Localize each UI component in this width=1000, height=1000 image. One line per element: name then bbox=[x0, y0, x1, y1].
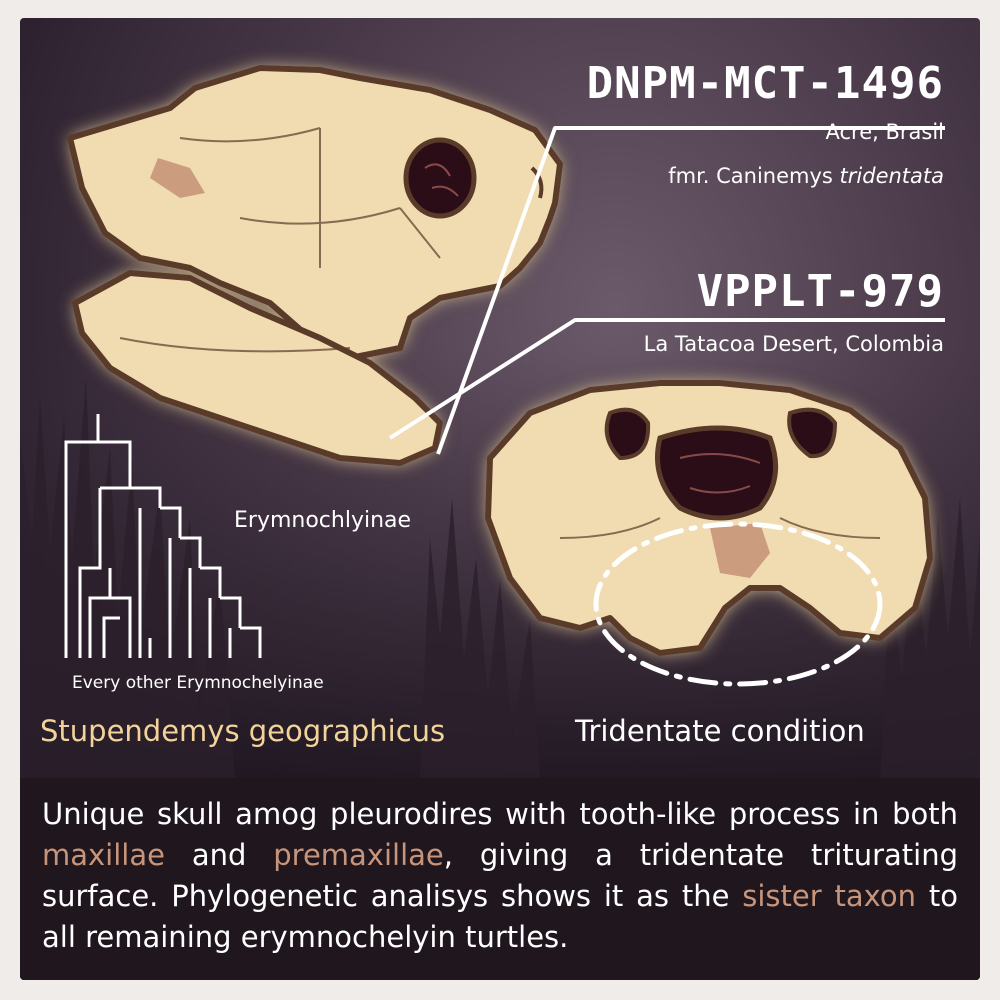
leader-line-first bbox=[436, 126, 945, 455]
species-label: Stupendemys geographicus bbox=[40, 714, 446, 748]
leader-line-second bbox=[388, 318, 945, 440]
caption-text: Unique skull amog pleurodires with tooth… bbox=[42, 794, 958, 958]
skull-illustration bbox=[20, 65, 980, 778]
condition-label: Tridentate condition bbox=[575, 714, 865, 748]
caption-panel: Unique skull amog pleurodires with tooth… bbox=[20, 778, 980, 980]
tridentate-marker-ellipse bbox=[593, 521, 883, 687]
caption-part-2: and bbox=[164, 838, 274, 872]
specimen-id-second: VPPLT-979 bbox=[696, 266, 944, 317]
specimen-location-second: La Tatacoa Desert, Colombia bbox=[643, 332, 944, 356]
skull-lateral bbox=[67, 65, 563, 466]
specimen-id-first: DNPM-MCT-1496 bbox=[586, 58, 944, 109]
caption-highlight-premaxillae: premaxillae bbox=[273, 838, 444, 872]
caption-part-3: , giving a tridentate triturating surfac… bbox=[42, 838, 958, 913]
cladogram bbox=[64, 414, 262, 658]
skull-ventral bbox=[485, 380, 933, 656]
caption-part-1: Unique skull amog pleurodires with tooth… bbox=[42, 797, 958, 831]
former-name-prefix: fmr. Caninemys bbox=[668, 164, 840, 188]
caption-highlight-sister-taxon: sister taxon bbox=[742, 879, 917, 913]
caption-part-4: to all remaining erymnochelyin turtles. bbox=[42, 879, 958, 954]
caption-highlight-maxillae: maxillae bbox=[42, 838, 165, 872]
specimen-location-first: Acre, Brasil bbox=[825, 120, 944, 144]
others-label: Every other Erymnochelyinae bbox=[72, 673, 324, 693]
former-name-italic: tridentata bbox=[839, 164, 944, 188]
illustration-frame: DNPM-MCT-1496 Acre, Brasil fmr. Caninemy… bbox=[20, 18, 980, 980]
clade-label: Erymnochlyinae bbox=[234, 508, 412, 533]
specimen-former-name: fmr. Caninemys tridentata bbox=[668, 164, 944, 188]
